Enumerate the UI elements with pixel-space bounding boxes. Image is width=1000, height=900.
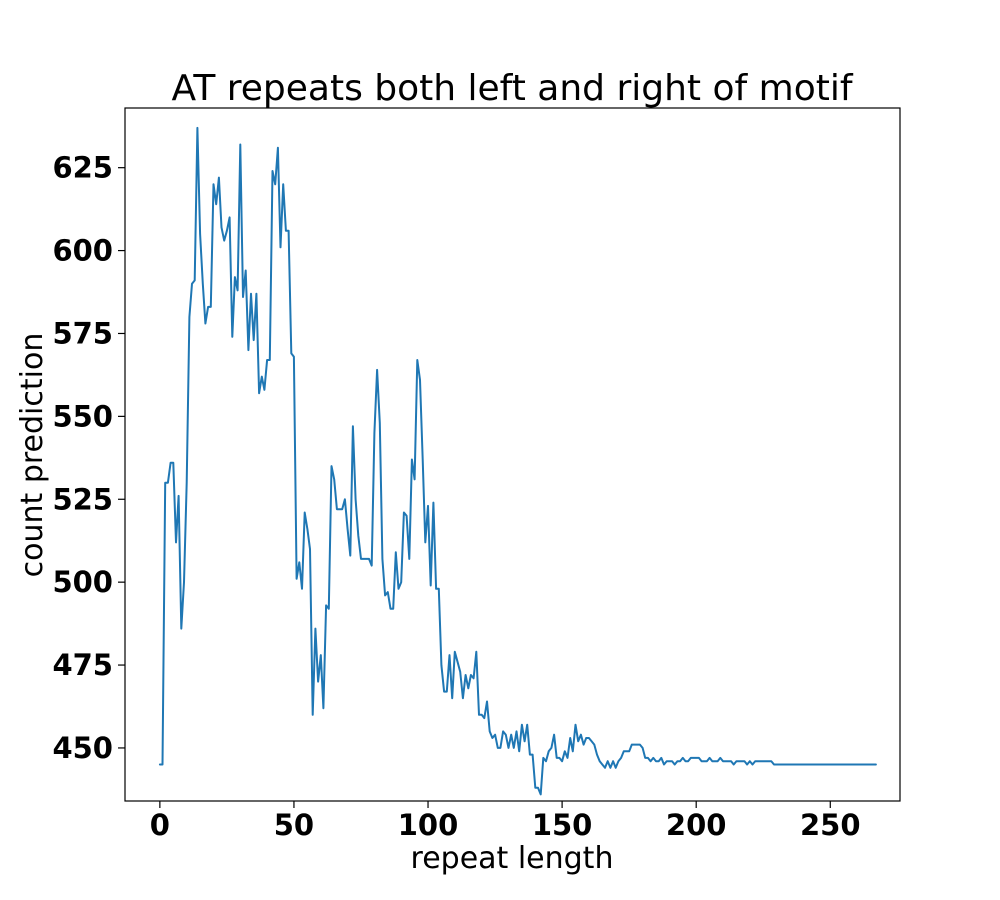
y-tick-label: 525 — [52, 482, 113, 516]
y-tick-label: 550 — [52, 399, 113, 433]
chart-title: AT repeats both left and right of motif — [171, 68, 853, 109]
x-axis: 0 50 100 150 200 250 — [150, 801, 861, 842]
x-tick-label: 150 — [532, 808, 593, 842]
y-axis-label: count prediction — [15, 333, 50, 578]
x-tick-label: 100 — [398, 808, 459, 842]
y-tick-label: 600 — [52, 234, 113, 268]
x-tick-label: 0 — [150, 808, 170, 842]
axes-frame — [124, 107, 901, 802]
y-tick-label: 575 — [52, 316, 113, 350]
x-tick-label: 200 — [666, 808, 727, 842]
y-tick-label: 625 — [52, 151, 113, 185]
y-tick-label: 475 — [52, 648, 113, 682]
series-line-0 — [158, 126, 877, 796]
plot-area — [158, 126, 877, 796]
x-tick-label: 50 — [274, 808, 314, 842]
x-tick-label: 250 — [800, 808, 861, 842]
y-tick-label: 500 — [52, 565, 113, 599]
x-axis-label: repeat length — [411, 841, 614, 876]
y-axis: 450 475 500 525 550 575 600 625 — [52, 151, 125, 765]
y-tick-label: 450 — [52, 731, 113, 765]
